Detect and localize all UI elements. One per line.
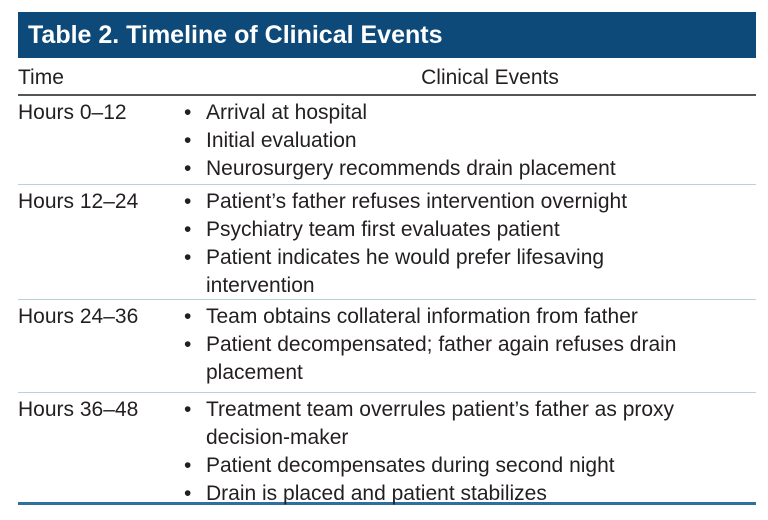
event-text: Treatment team overrules patient’s fathe… bbox=[206, 398, 675, 449]
table-title: Table 2. Timeline of Clinical Events bbox=[18, 12, 756, 58]
table-row: Hours 24–36 • Team obtains collateral info… bbox=[18, 300, 756, 393]
column-header-events: Clinical Events bbox=[421, 66, 559, 89]
event-text: Neurosurgery recommends drain placement bbox=[206, 157, 616, 180]
event-text: Patient decompensated; father again refu… bbox=[206, 333, 677, 384]
list-item: • Psychiatry team first evaluates patient bbox=[184, 216, 756, 244]
list-item: • Patient’s father refuses intervention o… bbox=[184, 188, 756, 216]
list-item: • Team obtains collateral information fro… bbox=[184, 303, 756, 331]
bullet-icon: • bbox=[184, 454, 192, 477]
bullet-icon: • bbox=[184, 190, 192, 213]
list-item: • Patient decompensates during second nig… bbox=[184, 452, 756, 480]
bullet-icon: • bbox=[184, 157, 192, 180]
event-text: Drain is placed and patient stabilizes bbox=[206, 482, 547, 505]
time-cell: Hours 12–24 bbox=[18, 190, 139, 213]
event-text: Initial evaluation bbox=[206, 129, 357, 152]
list-item: • Arrival at hospital bbox=[184, 99, 756, 127]
time-cell: Hours 36–48 bbox=[18, 398, 139, 421]
event-text: Psychiatry team first evaluates patient bbox=[206, 218, 560, 241]
events-list: • Arrival at hospital • Initial evaluation •… bbox=[184, 99, 756, 184]
event-text: Team obtains collateral information from… bbox=[206, 305, 638, 328]
list-item: • Neurosurgery recommends drain placement bbox=[184, 155, 756, 183]
bullet-icon: • bbox=[184, 101, 192, 124]
bullet-icon: • bbox=[184, 333, 192, 356]
list-item: • Patient indicates he would prefer lifes… bbox=[184, 244, 756, 300]
table-row: Hours 36–48 • Treatment team overrules pat… bbox=[18, 393, 756, 505]
events-list: • Treatment team overrules patient’s fath… bbox=[184, 396, 756, 505]
bullet-icon: • bbox=[184, 129, 192, 152]
column-header-time: Time bbox=[18, 66, 64, 89]
time-cell: Hours 0–12 bbox=[18, 101, 127, 124]
list-item: • Treatment team overrules patient’s fath… bbox=[184, 396, 756, 452]
bullet-icon: • bbox=[184, 482, 192, 505]
list-item: • Drain is placed and patient stabilizes bbox=[184, 480, 756, 508]
list-item: • Patient decompensated; father again ref… bbox=[184, 331, 756, 387]
bullet-icon: • bbox=[184, 305, 192, 328]
event-text: Arrival at hospital bbox=[206, 101, 368, 124]
bullet-icon: • bbox=[184, 246, 192, 269]
event-text: Patient decompensates during second nigh… bbox=[206, 454, 615, 477]
bullet-icon: • bbox=[184, 218, 192, 241]
table-row: Hours 12–24 • Patient’s father refuses int… bbox=[18, 185, 756, 300]
clinical-events-table: Table 2. Timeline of Clinical Events Tim… bbox=[18, 12, 756, 505]
list-item: • Initial evaluation bbox=[184, 127, 756, 155]
events-list: • Patient’s father refuses intervention o… bbox=[184, 188, 756, 299]
time-cell: Hours 24–36 bbox=[18, 305, 139, 328]
table-header-row: Time Clinical Events bbox=[18, 58, 756, 96]
events-list: • Team obtains collateral information fro… bbox=[184, 303, 756, 392]
bullet-icon: • bbox=[184, 398, 192, 421]
event-text: Patient indicates he would prefer lifesa… bbox=[206, 246, 605, 297]
event-text: Patient’s father refuses intervention ov… bbox=[206, 190, 628, 213]
table-row: Hours 0–12 • Arrival at hospital • Initial e… bbox=[18, 96, 756, 185]
